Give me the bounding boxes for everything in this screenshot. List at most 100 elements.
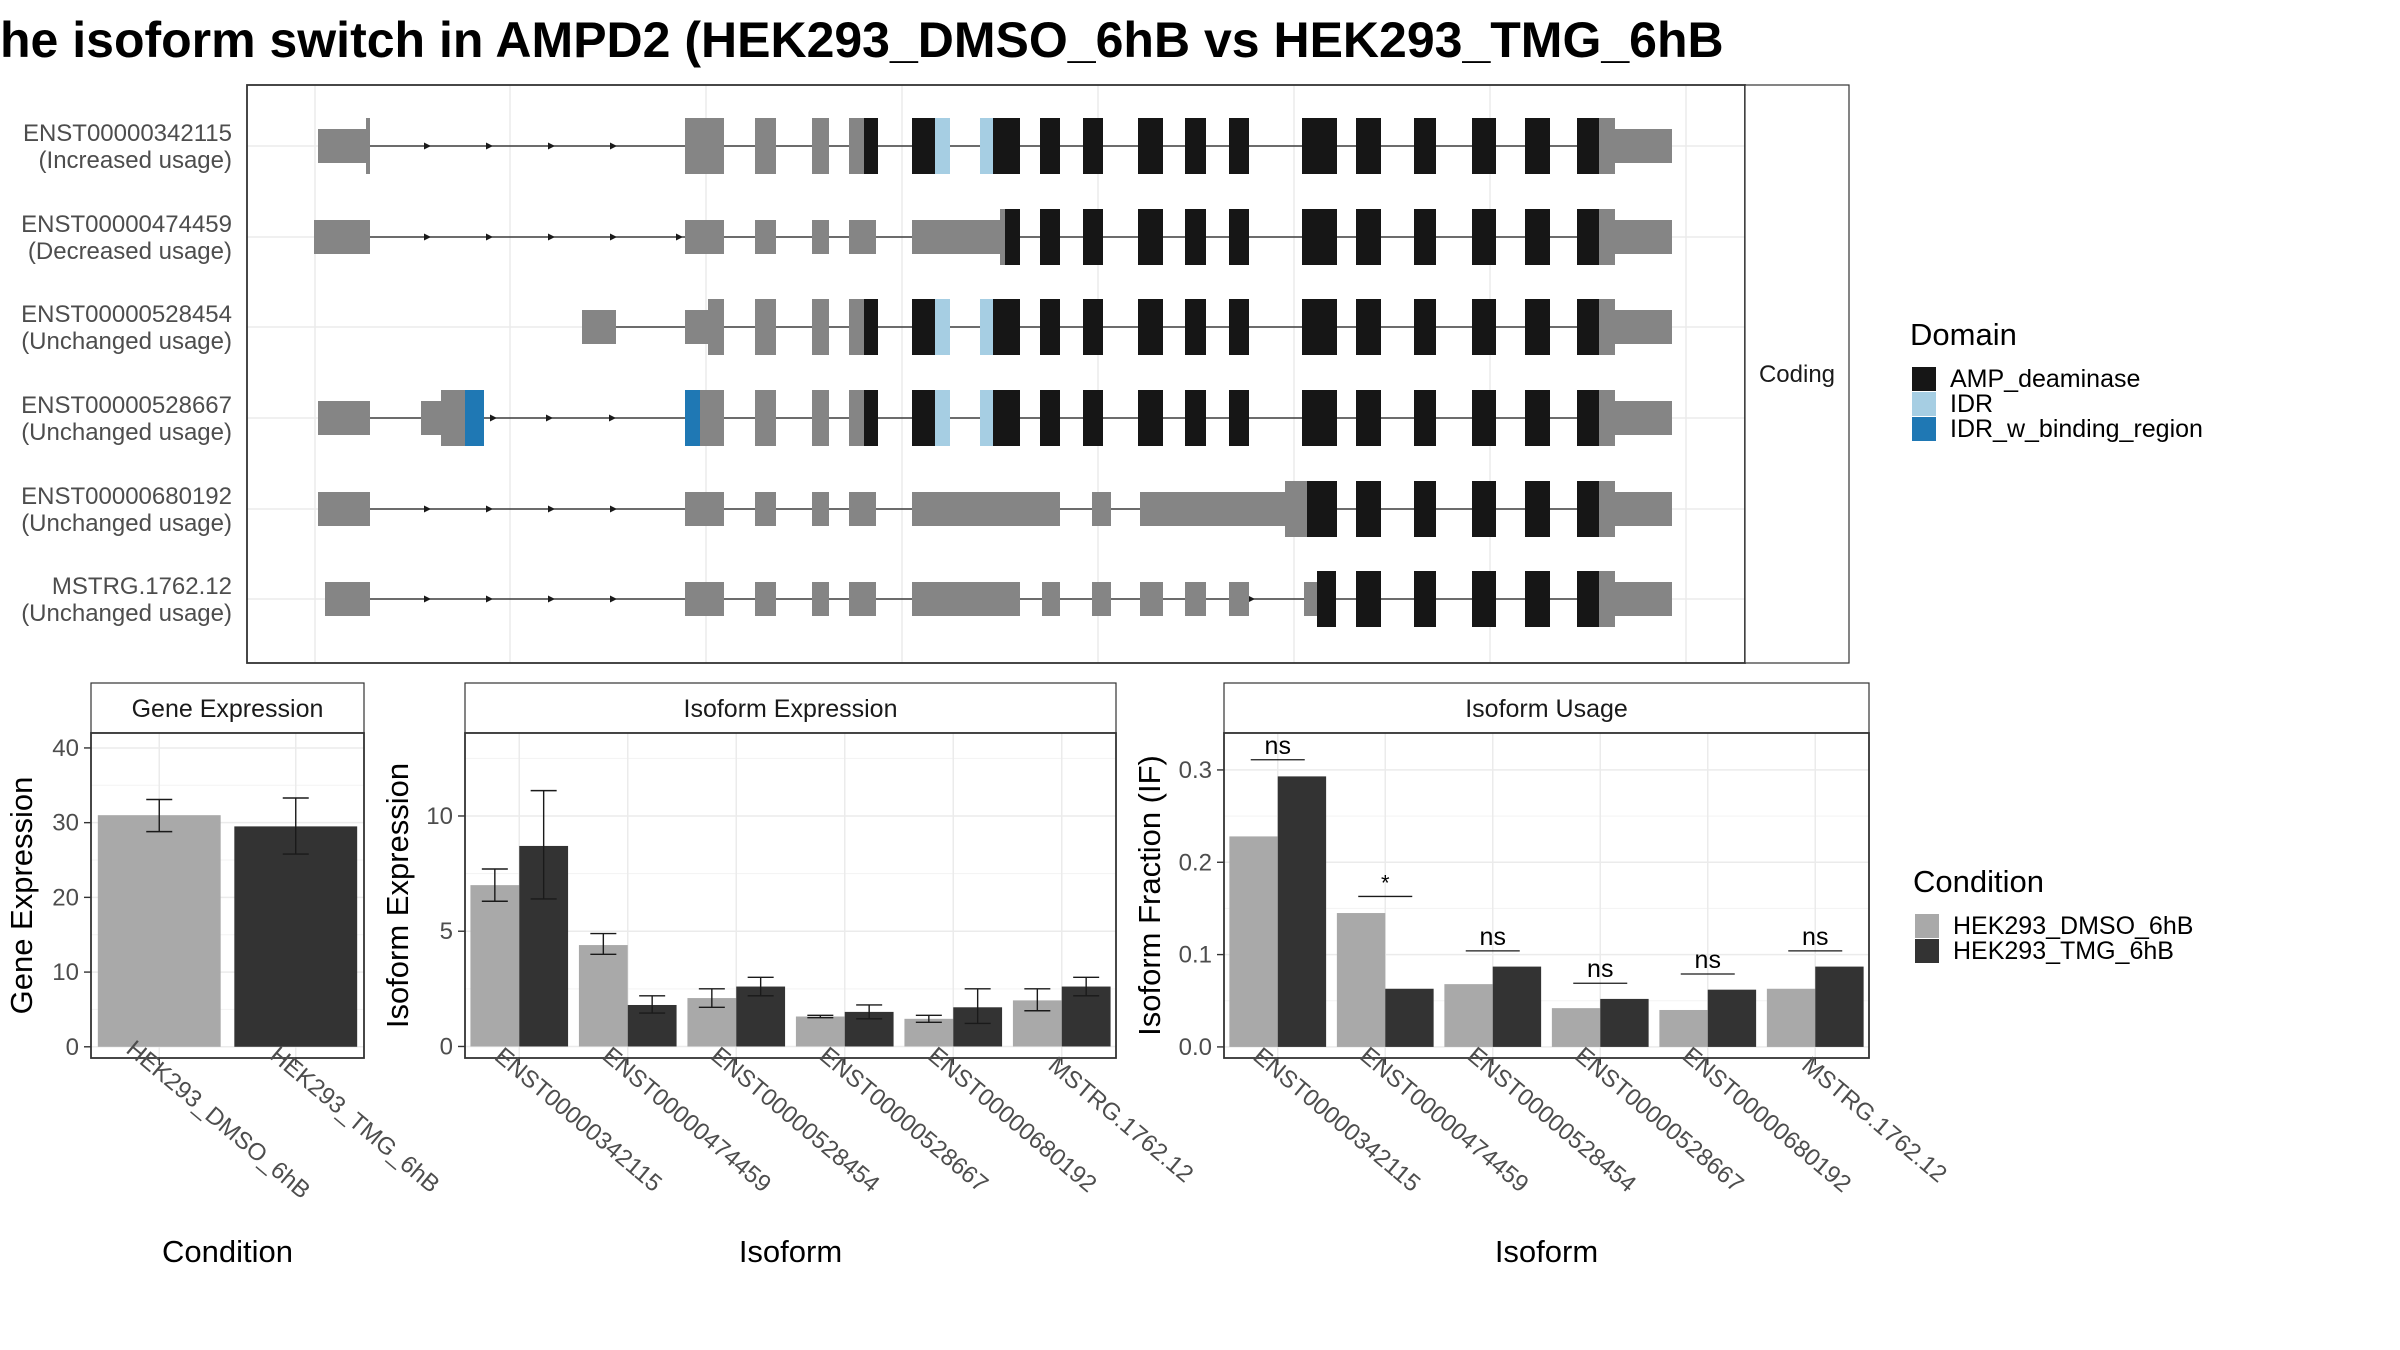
- bar: [1815, 966, 1864, 1047]
- exon: [1356, 209, 1381, 265]
- exon: [980, 390, 993, 446]
- exon: [864, 299, 878, 355]
- exon: [465, 390, 484, 446]
- exon: [1599, 118, 1615, 174]
- strip-label: Isoform Expression: [684, 695, 898, 723]
- exon: [1229, 299, 1249, 355]
- strand-arrow-icon: [486, 142, 493, 150]
- exon: [1000, 209, 1005, 265]
- significance-label: ns: [1265, 732, 1291, 760]
- domain-legend-title: Domain: [1910, 317, 2017, 352]
- significance-label: ns: [1802, 923, 1828, 951]
- isoform-label: ENST00000342115: [23, 120, 232, 147]
- legend-label: HEK293_DMSO_6hB: [1953, 912, 2193, 940]
- exon: [708, 299, 724, 355]
- exon: [912, 299, 935, 355]
- strand-arrow-icon: [486, 233, 493, 241]
- isoform-usage-label: (Decreased usage): [28, 238, 232, 265]
- strand-arrow-icon: [490, 414, 497, 422]
- bar: [1385, 988, 1434, 1047]
- strip-box: [90, 682, 365, 734]
- bar: [1492, 966, 1542, 1047]
- transcript-ENST00000342115: [318, 118, 1672, 174]
- exon: [1005, 209, 1020, 265]
- exon: [1525, 390, 1550, 446]
- exon: [1525, 299, 1550, 355]
- exon: [1525, 571, 1550, 627]
- exon: [1414, 209, 1436, 265]
- y-tick-label: 40: [52, 735, 79, 762]
- exon: [912, 492, 1060, 526]
- legend-label: IDR: [1950, 390, 1993, 418]
- y-axis-title: Isoform Fraction (IF): [1132, 755, 1167, 1036]
- significance-label: ns: [1587, 955, 1613, 983]
- exon: [1472, 390, 1496, 446]
- strand-arrow-icon: [548, 595, 555, 603]
- exon: [1615, 401, 1672, 435]
- bar: [234, 826, 358, 1047]
- legend-label: HEK293_TMG_6hB: [1953, 937, 2174, 965]
- exon: [1414, 481, 1436, 537]
- exon: [1285, 481, 1307, 537]
- exon: [1472, 571, 1496, 627]
- strand-arrow-icon: [610, 233, 617, 241]
- exon: [812, 390, 829, 446]
- y-tick-label: 20: [52, 884, 79, 911]
- isoform-usage-label: (Unchanged usage): [21, 419, 232, 446]
- isoform-label: ENST00000474459: [21, 211, 232, 238]
- bar: [1600, 998, 1649, 1047]
- transcript-MSTRG.1762.12: [325, 571, 1672, 627]
- error-bar: [481, 868, 508, 902]
- isoform-expression-panel: Isoform Expression0510ENST00000342115ENS…: [380, 682, 1198, 1269]
- isoform-label: ENST00000528454: [21, 301, 232, 328]
- strand-arrow-icon: [424, 233, 431, 241]
- error-bar: [856, 1004, 883, 1020]
- exon: [1577, 571, 1599, 627]
- exon: [1615, 129, 1672, 163]
- exon: [1302, 390, 1337, 446]
- bar: [1551, 1008, 1601, 1047]
- error-bar: [282, 797, 309, 855]
- error-bar: [915, 1014, 942, 1023]
- exon: [1577, 118, 1599, 174]
- strand-arrow-icon: [676, 233, 683, 241]
- plot-background: [465, 733, 1116, 1058]
- exon: [582, 310, 616, 344]
- strand-arrow-icon: [548, 233, 555, 241]
- exon: [685, 310, 708, 344]
- exon: [980, 118, 993, 174]
- exon: [912, 582, 1020, 616]
- exon: [1356, 571, 1381, 627]
- transcript-ENST00000528667: [318, 390, 1672, 446]
- y-tick-label: 0.0: [1179, 1034, 1212, 1061]
- exon: [1414, 571, 1436, 627]
- exon: [1356, 481, 1381, 537]
- isoform-label: ENST00000528667: [21, 392, 232, 419]
- exon: [1599, 299, 1615, 355]
- legend-label: AMP_deaminase: [1950, 365, 2140, 393]
- strand-arrow-icon: [486, 505, 493, 513]
- exon: [1083, 209, 1103, 265]
- exon: [864, 118, 878, 174]
- x-axis-title: Condition: [162, 1234, 293, 1269]
- exon: [685, 492, 724, 526]
- isoform-label: MSTRG.1762.12: [52, 573, 232, 600]
- panel-border: [1223, 732, 1870, 1059]
- exon: [1140, 582, 1163, 616]
- condition-legend-title: Condition: [1913, 864, 2044, 899]
- exon: [1472, 118, 1496, 174]
- strand-arrow-icon: [610, 505, 617, 513]
- bar: [736, 986, 786, 1047]
- y-tick-label: 0.1: [1179, 942, 1212, 969]
- exon: [1229, 582, 1249, 616]
- exon: [1525, 118, 1550, 174]
- significance-label: *: [1381, 870, 1390, 895]
- exon: [1229, 209, 1249, 265]
- error-bar: [639, 995, 666, 1014]
- isoform-structure-panel: ENST00000342115(Increased usage) ENST0000…: [21, 84, 1850, 664]
- bar: [795, 1016, 845, 1047]
- x-axis-title: Isoform: [1495, 1234, 1598, 1269]
- exon: [1577, 299, 1599, 355]
- exon: [1414, 299, 1436, 355]
- exon: [993, 390, 1020, 446]
